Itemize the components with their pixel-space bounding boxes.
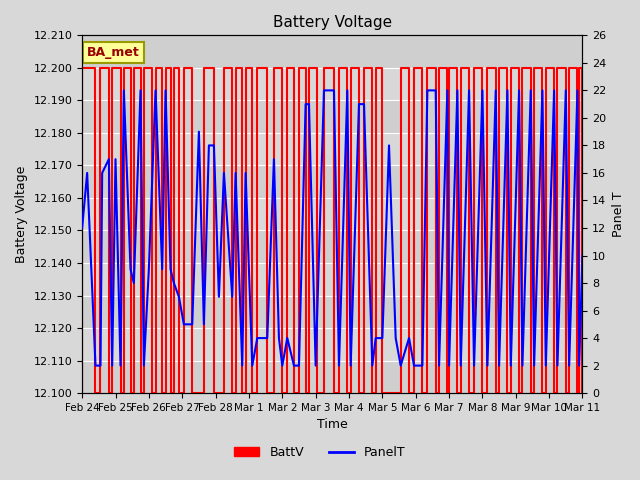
Y-axis label: Battery Voltage: Battery Voltage (15, 166, 28, 263)
Bar (82, 100, 582, 133)
Legend: BattV, PanelT: BattV, PanelT (229, 441, 411, 464)
Bar (82, 296, 582, 328)
Bar (82, 360, 582, 393)
Text: BA_met: BA_met (87, 46, 140, 59)
Bar (82, 36, 582, 68)
X-axis label: Time: Time (317, 419, 348, 432)
Title: Battery Voltage: Battery Voltage (273, 15, 392, 30)
Bar (82, 230, 582, 263)
Bar (82, 166, 582, 198)
Y-axis label: Panel T: Panel T (612, 192, 625, 237)
